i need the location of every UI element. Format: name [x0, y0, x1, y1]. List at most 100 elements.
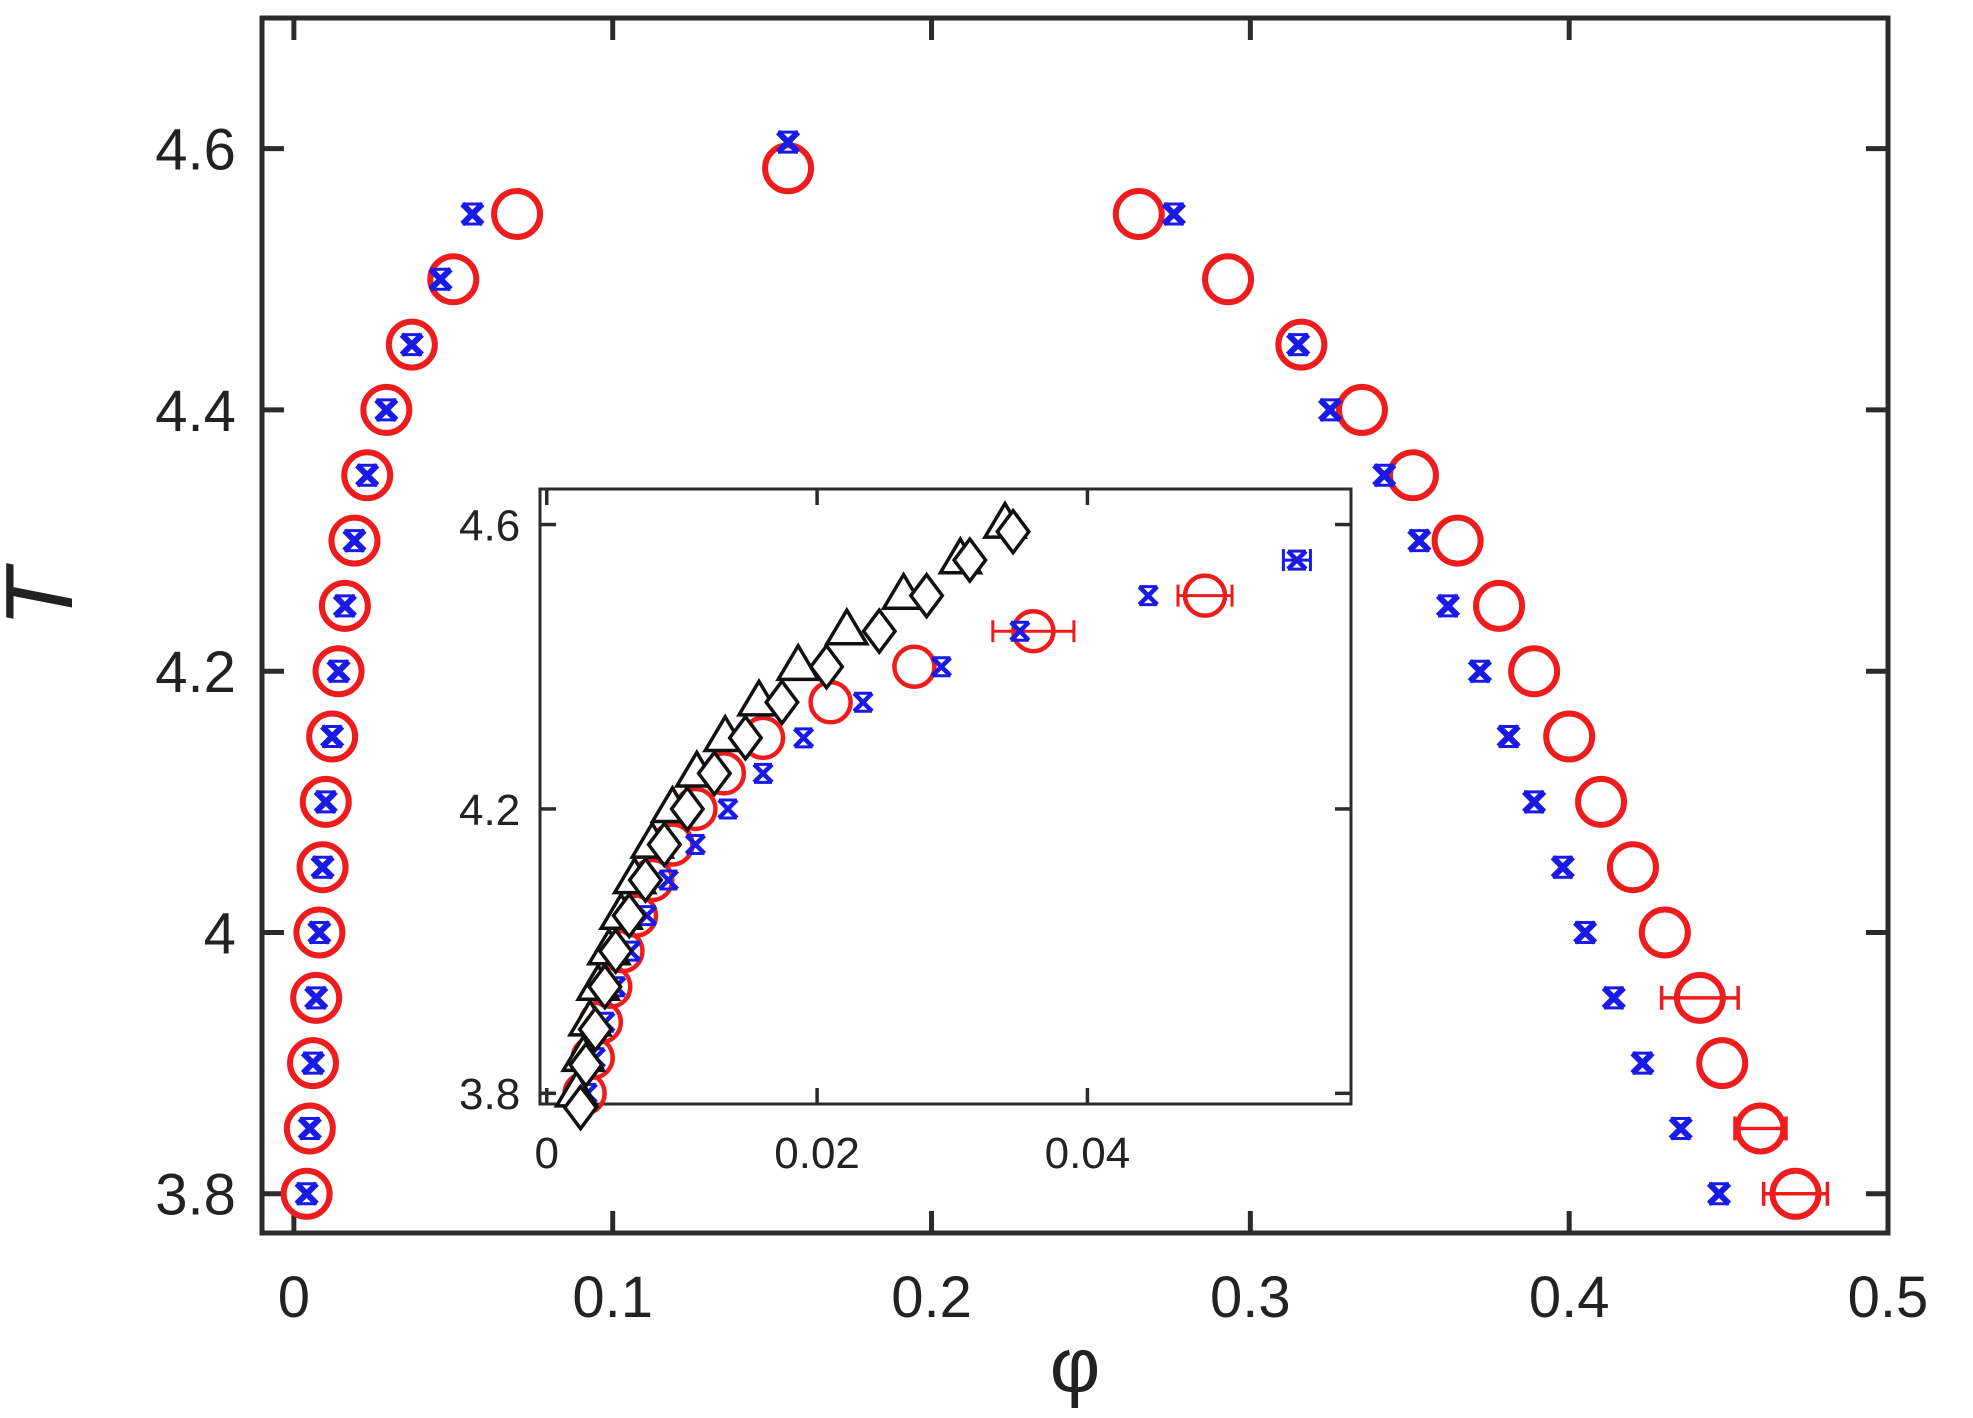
main-blue-cross-point — [320, 724, 345, 749]
main-blue-cross-point — [1467, 659, 1493, 684]
inset-blue-cross-point — [1009, 620, 1031, 642]
main-blue-cross-point — [326, 659, 351, 684]
inset-series-diamond — [562, 507, 1032, 1132]
main-red-circle-point — [1575, 775, 1628, 828]
inset-black-diamond-point — [861, 607, 898, 656]
main-red-circle-point — [306, 710, 359, 763]
main-red-circle-point — [1275, 318, 1328, 371]
inset-blue-cross-point — [752, 762, 774, 784]
main-blue-cross-point — [1317, 397, 1343, 423]
main-y-tick-label: 3.8 — [155, 1163, 236, 1228]
inset-blue-cross-errorcap — [932, 656, 951, 678]
main-blue-cross-errorcap — [1438, 594, 1459, 618]
main-blue-cross-point — [300, 1051, 326, 1076]
inset-black-diamond-point — [611, 891, 648, 940]
main-blue-cross-errorcap — [1603, 986, 1624, 1010]
main-red-circle-point — [1606, 841, 1659, 894]
inset-black-diamond-point — [577, 1005, 614, 1054]
inset-x-tick-label: 0 — [535, 1129, 559, 1178]
main-blue-cross-point — [428, 267, 453, 292]
main-blue-cross-point — [1668, 1116, 1693, 1141]
main-blue-cross-point — [1435, 593, 1461, 619]
inset-black-diamond-point — [764, 678, 800, 727]
main-x-tick-label: 0.3 — [1210, 1265, 1291, 1330]
inset-x-tick-label: 0.02 — [774, 1129, 860, 1178]
main-blue-cross-point — [1706, 1181, 1732, 1206]
inset-blue-cross-point — [1137, 585, 1159, 607]
main-blue-cross-errorcap — [1524, 790, 1545, 814]
main-blue-cross-point — [310, 855, 335, 880]
x-axis-label: φ — [1050, 1321, 1101, 1409]
main-red-circle-point — [280, 1167, 333, 1220]
main-red-circle-point — [1543, 710, 1596, 763]
main-red-circle-point — [283, 1102, 336, 1155]
main-red-circle-point — [328, 514, 381, 567]
main-blue-cross-errorcap — [344, 529, 365, 553]
main-red-circle-point — [293, 906, 346, 959]
inset-blue-cross-point — [684, 833, 707, 856]
main-blue-cross-point — [342, 528, 367, 553]
main-blue-cross-errorcap — [1409, 529, 1430, 553]
inset-blue-cross-errorcap — [1010, 620, 1029, 642]
main-red-circle-point — [318, 579, 371, 632]
main-blue-cross-point — [355, 463, 380, 488]
main-y-tick-label: 4.4 — [155, 379, 236, 444]
main-blue-cross-errorcap — [306, 986, 327, 1010]
inset-plot: 0 0.02 0.04 3.8 4.2 4.6 — [459, 487, 1353, 1178]
inset-y-tick-label: 3.8 — [459, 1070, 520, 1119]
main-blue-cross-point — [1572, 920, 1598, 945]
main-blue-cross-errorcap — [1632, 1051, 1653, 1075]
inset-black-diamond-point — [808, 642, 845, 691]
main-y-tick-label: 4.2 — [155, 640, 236, 705]
main-blue-cross-errorcap — [334, 594, 355, 618]
main-blue-cross-point — [1286, 332, 1311, 357]
main-red-circle-point — [1386, 449, 1439, 502]
main-red-circle-point — [1696, 1037, 1749, 1090]
inset-black-diamond-point — [669, 785, 706, 833]
main-red-circle-point — [290, 971, 343, 1024]
main-red-circle-point — [341, 449, 394, 502]
main-blue-cross-point — [775, 129, 801, 155]
main-red-circle-point — [312, 645, 365, 698]
main-red-circle-point — [1335, 383, 1388, 436]
main-red-circle-point — [299, 775, 352, 828]
main-red-circle-point — [1673, 971, 1726, 1024]
main-blue-cross-point — [313, 789, 338, 814]
main-blue-cross-errorcap — [462, 202, 483, 226]
main-x-tick-label: 0.4 — [1529, 1265, 1610, 1330]
main-red-circle-point — [1508, 645, 1561, 698]
main-red-circle-point — [287, 1037, 340, 1090]
main-blue-cross-point — [1550, 855, 1575, 880]
inset-blue-cross-errorcap — [794, 727, 813, 749]
main-blue-cross-errorcap — [312, 855, 333, 879]
inset-black-diamond-point — [586, 962, 623, 1011]
main-blue-cross-point — [1496, 724, 1521, 749]
main-red-circle-point — [1769, 1167, 1822, 1220]
inset-black-diamond-point — [646, 820, 683, 869]
inset-blue-cross-errorcap — [718, 798, 737, 820]
main-red-circle-point — [427, 253, 480, 306]
inset-black-diamond-point — [951, 536, 988, 585]
main-blue-cross-point — [374, 397, 399, 423]
main-blue-cross-errorcap — [401, 333, 422, 357]
main-blue-cross-point — [1161, 201, 1186, 227]
main-x-tick-label: 0.1 — [572, 1265, 653, 1330]
main-blue-cross-point — [294, 1181, 319, 1206]
main-blue-cross-errorcap — [778, 130, 799, 154]
inset-black-diamond-point — [995, 507, 1032, 556]
main-blue-cross-errorcap — [1469, 659, 1490, 683]
inset-blue-cross-errorcap — [1287, 549, 1306, 571]
main-blue-cross-errorcap — [1709, 1182, 1730, 1206]
main-x-tick-label: 0.2 — [891, 1265, 972, 1330]
inset-black-diamond-point — [562, 1083, 599, 1132]
inset-blue-cross-errorcap — [1139, 585, 1158, 607]
main-blue-cross-errorcap — [1374, 463, 1395, 487]
main-blue-cross-point — [1407, 528, 1432, 553]
inset-black-diamond-point — [627, 856, 664, 904]
main-blue-cross-errorcap — [1670, 1116, 1691, 1140]
main-blue-cross-errorcap — [1288, 333, 1309, 357]
inset-blue-cross-point — [1286, 549, 1308, 571]
main-blue-cross-errorcap — [296, 1182, 317, 1206]
inset-black-diamond-point — [908, 571, 945, 620]
main-blue-cross-errorcap — [315, 790, 336, 814]
